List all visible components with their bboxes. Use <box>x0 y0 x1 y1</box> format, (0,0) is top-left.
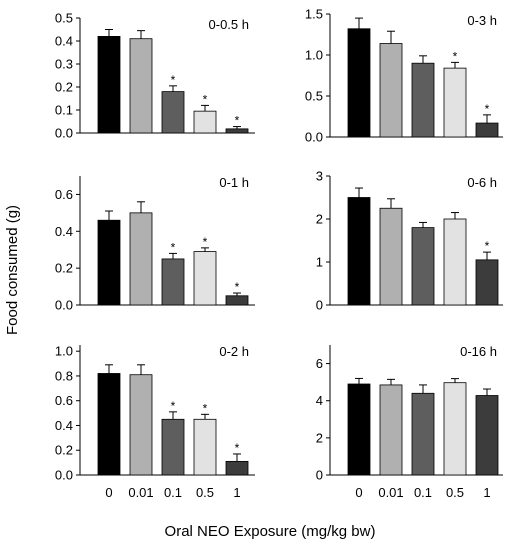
significance-star: * <box>453 49 458 63</box>
x-tick-label: 0.1 <box>414 485 432 500</box>
bar-0 <box>97 373 121 476</box>
significance-star: * <box>203 401 208 415</box>
x-tick-label: 0.01 <box>128 485 153 500</box>
panels: 0.0 0.1 0.2 0.3 0.4 0.5 0-0.5 h * * * 0.0 0.5 1.0 1.5… <box>55 7 503 500</box>
bar-0 <box>347 383 371 476</box>
y-tick-label: 0.1 <box>55 103 73 118</box>
y-tick-label: 0.4 <box>55 418 73 433</box>
bar-0_01 <box>379 43 403 138</box>
x-tick-label: 1 <box>233 485 240 500</box>
x-tick-label: 1 <box>483 485 490 500</box>
bar-0_1 <box>411 227 435 306</box>
significance-star: * <box>171 73 176 87</box>
y-axis-title: Food consumed (g) <box>4 205 21 335</box>
y-tick-label: 1.5 <box>305 7 323 22</box>
y-tick-label: 3 <box>316 169 323 184</box>
bar-1 <box>225 128 249 134</box>
bar-0_5 <box>443 382 467 476</box>
y-tick-label: 0.3 <box>55 57 73 72</box>
panel-label: 0-1 h <box>219 175 249 190</box>
bar-0_5 <box>193 251 217 306</box>
significance-star: * <box>203 235 208 249</box>
bar-0_5 <box>443 67 467 138</box>
y-tick-label: 2 <box>316 430 323 445</box>
y-tick-label: 4 <box>316 393 323 408</box>
x-tick-label: 0.01 <box>378 485 403 500</box>
bar-1 <box>475 122 499 138</box>
bar-1 <box>475 395 499 476</box>
panel-5: 0 2 4 6 0-16 h 0 0.01 0.1 0.5 1 <box>316 344 503 500</box>
x-tick-label: 0.1 <box>164 485 182 500</box>
y-tick-label: 0.5 <box>55 11 73 26</box>
y-tick-label: 0.4 <box>55 224 73 239</box>
panel-label: 0-2 h <box>219 344 249 359</box>
bar-0 <box>347 197 371 306</box>
y-tick-label: 0.2 <box>55 261 73 276</box>
significance-star: * <box>203 92 208 106</box>
bar-0_1 <box>411 392 435 476</box>
panel-label: 0-3 h <box>467 13 497 28</box>
bar-0_5 <box>443 218 467 306</box>
panel-label: 0-0.5 h <box>209 17 249 32</box>
y-tick-label: 0.0 <box>305 130 323 145</box>
significance-star: * <box>485 239 490 253</box>
bar-0_01 <box>129 38 153 134</box>
y-tick-label: 0.0 <box>55 126 73 141</box>
bar-0_01 <box>129 212 153 306</box>
significance-star: * <box>235 280 240 294</box>
bar-0_01 <box>379 207 403 306</box>
y-tick-label: 0.0 <box>55 298 73 313</box>
bar-0_1 <box>161 91 185 134</box>
y-tick-label: 0 <box>316 298 323 313</box>
bar-0 <box>97 36 121 134</box>
bar-0_1 <box>411 62 435 138</box>
y-tick-label: 0.6 <box>55 187 73 202</box>
bar-0 <box>97 219 121 306</box>
y-tick-label: 0.5 <box>305 89 323 104</box>
x-tick-label: 0.5 <box>446 485 464 500</box>
significance-star: * <box>171 240 176 254</box>
y-tick-label: 2 <box>316 212 323 227</box>
x-tick-label: 0 <box>105 485 112 500</box>
panel-4: 0.0 0.2 0.4 0.6 0.8 1.0 0-2 h 0 0.01 * 0.1 * 0.5 * 1 <box>55 344 255 500</box>
y-tick-label: 0.2 <box>55 443 73 458</box>
panel-0: 0.0 0.1 0.2 0.3 0.4 0.5 0-0.5 h * * * <box>55 11 255 141</box>
panel-3: 0 1 2 3 0-6 h * <box>316 169 503 313</box>
y-tick-label: 1.0 <box>305 48 323 63</box>
bar-0_1 <box>161 258 185 306</box>
x-axis-title: Oral NEO Exposure (mg/kg bw) <box>165 523 376 540</box>
significance-star: * <box>235 441 240 455</box>
x-tick-label: 0.5 <box>196 485 214 500</box>
x-tick-label: 0 <box>355 485 362 500</box>
y-tick-label: 0.2 <box>55 80 73 95</box>
y-tick-label: 0.0 <box>55 468 73 483</box>
y-tick-label: 1.0 <box>55 344 73 359</box>
y-tick-label: 1 <box>316 255 323 270</box>
bar-0_01 <box>379 384 403 476</box>
bar-0_01 <box>129 374 153 476</box>
bar-0 <box>347 28 371 138</box>
bar-0_5 <box>193 418 217 476</box>
y-tick-label: 6 <box>316 356 323 371</box>
bar-1 <box>475 259 499 306</box>
panel-label: 0-16 h <box>460 344 497 359</box>
bar-1 <box>225 295 249 306</box>
panel-1: 0.0 0.5 1.0 1.5 0-3 h * * <box>305 7 503 145</box>
panel-label: 0-6 h <box>467 175 497 190</box>
significance-star: * <box>171 399 176 413</box>
bar-0_5 <box>193 110 217 134</box>
y-tick-label: 0.8 <box>55 368 73 383</box>
significance-star: * <box>485 102 490 116</box>
significance-star: * <box>235 114 240 128</box>
y-tick-label: 0.6 <box>55 393 73 408</box>
y-tick-label: 0.4 <box>55 34 73 49</box>
panel-2: 0.0 0.2 0.4 0.6 0-1 h * * * <box>55 175 255 313</box>
y-tick-label: 0 <box>316 468 323 483</box>
bar-0_1 <box>161 418 185 476</box>
bar-1 <box>225 460 249 476</box>
